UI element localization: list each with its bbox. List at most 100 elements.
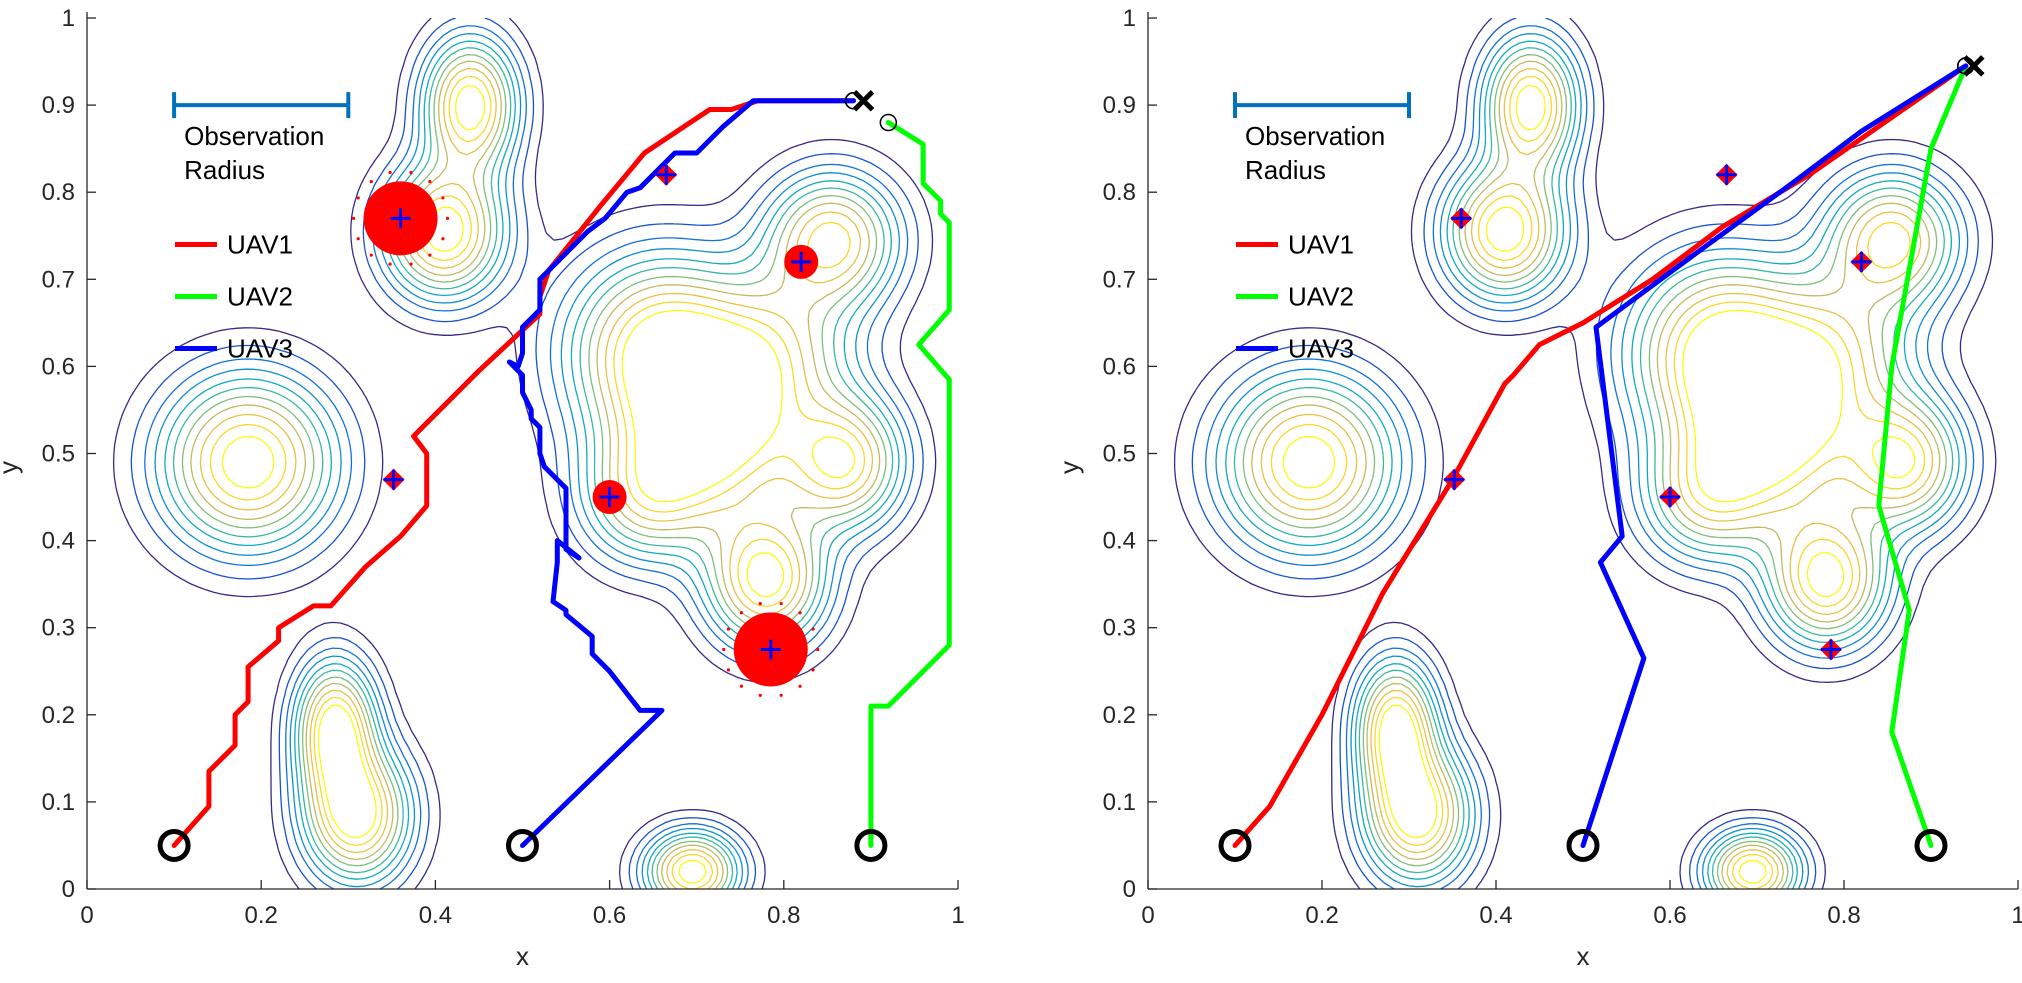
observation-dot (369, 253, 373, 257)
observation-dot (726, 627, 730, 631)
goal-marker (1963, 55, 1985, 77)
y-tick-label: 0.7 (1103, 266, 1136, 293)
x-axis-label: x (1577, 941, 1590, 971)
observation-dot (409, 262, 413, 266)
y-tick-label: 0.5 (42, 441, 75, 468)
observation-label: Observation (184, 121, 324, 151)
y-tick-label: 0.3 (1103, 615, 1136, 642)
y-tick-label: 0.9 (42, 92, 75, 119)
contour-level (1270, 75, 1926, 889)
contour-level (190, 60, 881, 889)
y-tick-label: 0.5 (1103, 441, 1136, 468)
observation-dot (428, 253, 432, 257)
y-tick-label: 0.8 (42, 179, 75, 206)
legend-entry: UAV2 (1288, 281, 1354, 311)
observation-dot (726, 668, 730, 672)
trajectory-uav1 (1232, 63, 1969, 848)
x-tick-label: 0 (1141, 902, 1154, 929)
y-tick-label: 0.4 (1103, 528, 1136, 555)
x-tick-label: 0.6 (593, 902, 626, 929)
observation-dot (356, 237, 360, 241)
observation-dot (409, 170, 413, 175)
x-tick-label: 0.2 (1305, 902, 1338, 929)
x-tick-label: 0.2 (245, 902, 278, 929)
y-tick-label: 0 (1123, 876, 1136, 903)
contour-level (1260, 67, 1934, 889)
contour-level (112, 18, 937, 889)
observation-dot (369, 179, 373, 184)
observation-dot (441, 237, 445, 241)
contour-level (1191, 18, 1984, 889)
observation-dot (739, 684, 744, 688)
y-tick-label: 0.9 (1103, 92, 1136, 119)
y-tick-label: 0.6 (1103, 353, 1136, 380)
observation-dot (356, 196, 360, 200)
density-contours (1173, 18, 1997, 889)
contour-level (172, 47, 894, 889)
x-axis-label: x (516, 941, 529, 971)
y-tick-label: 0.6 (42, 353, 75, 380)
legend-entry: UAV1 (1288, 229, 1354, 259)
start-marker (1566, 828, 1600, 862)
observation-dot (441, 196, 445, 200)
x-tick-label: 0.6 (1653, 902, 1686, 929)
observation-dot (351, 216, 356, 220)
observation-dot (779, 602, 783, 606)
y-tick-label: 0.4 (42, 528, 75, 555)
x-tick-label: 1 (951, 902, 964, 929)
right-chart-panel: 0 0.2 0.4 0.6 0.8 1 0 0.1 0.2 0.3 0.4 0.5 0.6 0.7 0.8 0… (1054, 5, 2022, 971)
y-axis-label: y (1054, 461, 1084, 474)
observation-dot (811, 668, 815, 672)
y-tick-label: 1 (62, 5, 75, 32)
trajectory-uav1 (171, 98, 856, 848)
observation-label: Observation (1245, 121, 1385, 151)
observation-dot (428, 179, 432, 184)
observation-dot (816, 647, 820, 652)
x-tick-label: 0.4 (1479, 902, 1512, 929)
goal-marker (852, 89, 875, 112)
y-tick-label: 0 (62, 876, 75, 903)
observation-dot (388, 170, 392, 175)
start-marker (1218, 828, 1252, 862)
y-tick-label: 0.1 (42, 789, 75, 816)
observation-dot (758, 693, 762, 697)
x-tick-label: 0 (80, 902, 93, 929)
observation-dot (779, 693, 783, 697)
observation-dot (811, 627, 815, 631)
trajectory-uav3 (506, 98, 856, 848)
legend-entry: UAV1 (227, 229, 293, 259)
contour-level (1215, 33, 1967, 889)
x-tick-label: 0.8 (1827, 902, 1860, 929)
contour-level (1242, 54, 1947, 889)
legend-entry: UAV2 (227, 281, 293, 311)
density-contours (112, 18, 937, 889)
observation-dot (388, 262, 392, 266)
observation-dot (798, 611, 802, 615)
x-tick-label: 1 (2011, 902, 2022, 929)
y-tick-label: 0.3 (42, 615, 75, 642)
observation-dot (722, 647, 726, 652)
end-marker (879, 113, 898, 132)
trajectory-uav3 (1580, 63, 1969, 848)
y-tick-label: 0.1 (1103, 789, 1136, 816)
contour-level (209, 75, 866, 889)
start-marker (1914, 828, 1948, 862)
contour-level (1173, 18, 1997, 889)
y-tick-label: 1 (1123, 5, 1136, 32)
start-marker (157, 828, 191, 862)
observation-label: Radius (1245, 155, 1326, 185)
y-tick-label: 0.2 (42, 702, 75, 729)
left-chart-panel: 0 0.2 0.4 0.6 0.8 1 0 0.1 0.2 0.3 0.4 0.5 0.6 0.7 0.8 0… (0, 5, 965, 971)
contour-level (164, 40, 900, 889)
observation-dot (758, 602, 762, 606)
observation-dot (739, 611, 744, 615)
contour-level (1225, 40, 1960, 889)
legend-entry: UAV3 (227, 333, 293, 363)
observation-dot (445, 216, 450, 220)
observation-dot (798, 684, 802, 688)
observation-label: Radius (184, 155, 265, 185)
contour-level (1282, 84, 1916, 884)
contour-level (181, 54, 887, 889)
y-tick-label: 0.8 (1103, 179, 1136, 206)
